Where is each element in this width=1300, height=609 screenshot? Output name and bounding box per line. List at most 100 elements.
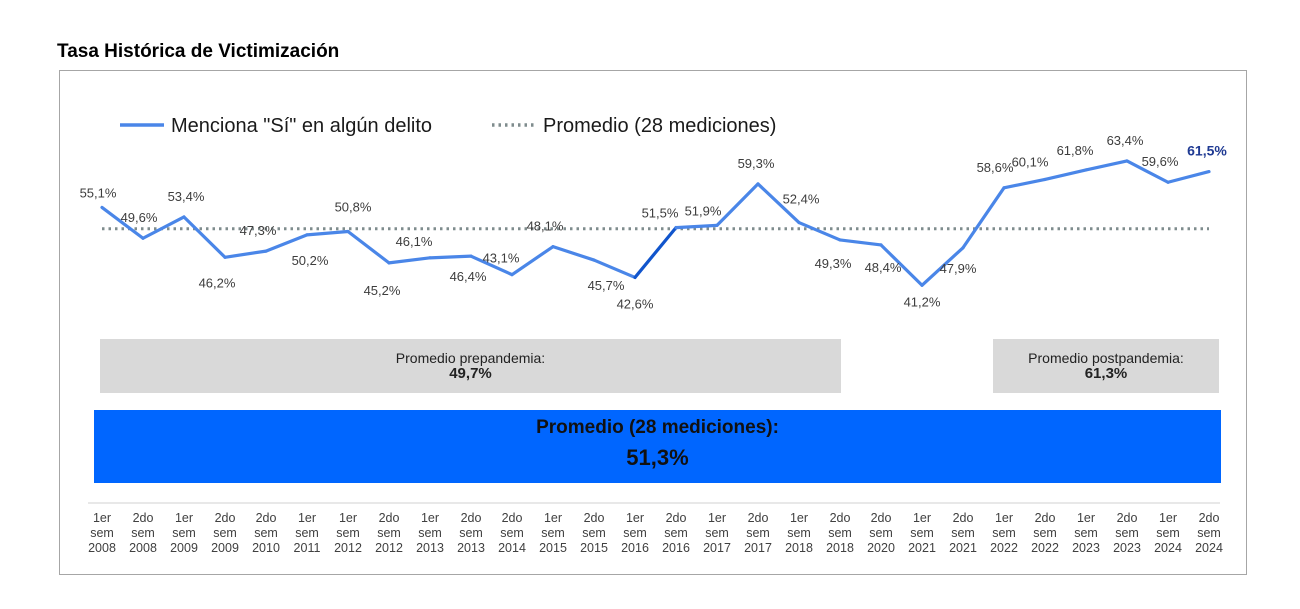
series-segment <box>1043 168 1088 182</box>
data-label: 58,6% <box>977 160 1014 175</box>
chart-title: Tasa Histórica de Victimización <box>57 41 340 62</box>
data-label: 46,2% <box>199 275 236 290</box>
data-label: 59,3% <box>738 156 775 171</box>
x-tick-label: 1er sem 2013 <box>416 511 444 555</box>
x-tick-label: 1er sem 2017 <box>703 511 731 555</box>
x-tick-label: 1er sem 2008 <box>88 511 116 555</box>
series-segment <box>756 182 801 225</box>
x-tick-label: 1er sem 2011 <box>294 511 321 555</box>
overall-average-label: Promedio (28 mediciones): <box>536 417 779 438</box>
x-tick-label: 1er sem 2021 <box>908 511 936 555</box>
data-label: 47,9% <box>940 261 977 276</box>
x-tick-label: 1er sem 2012 <box>334 511 362 555</box>
data-label: 60,1% <box>1012 154 1049 169</box>
chart-marks: 55,1% 49,6% 53,4% 46,2% 47,3% 50,2% 50,8% 45,2%… <box>80 133 1228 311</box>
chart-plot: Menciona "Sí" en algún delito Promedio (… <box>80 115 1228 555</box>
prepandemic-value: 49,7% <box>449 365 492 382</box>
series-segment <box>264 233 309 253</box>
x-tick-label: 2do sem 2017 <box>744 511 772 555</box>
x-tick-label: 2do sem 2014 <box>498 511 526 555</box>
series-segment <box>1002 177 1047 190</box>
series-segment <box>592 258 637 280</box>
data-label: 50,8% <box>335 200 372 215</box>
series-segment <box>715 182 760 227</box>
postpandemic-box <box>993 339 1219 393</box>
legend-avg-label: Promedio (28 mediciones) <box>543 115 776 137</box>
series-segment <box>674 223 719 230</box>
data-label: 48,4% <box>865 260 902 275</box>
series-segment <box>879 243 924 287</box>
x-tick-label: 1er sem 2018 <box>785 511 813 555</box>
x-tick-label: 1er sem 2016 <box>621 511 649 555</box>
legend: Menciona "Sí" en algún delito Promedio (… <box>120 115 776 137</box>
series-segment <box>469 254 514 277</box>
series-segment <box>223 249 268 259</box>
x-tick-label: 2do sem 2022 <box>1031 511 1059 555</box>
prepandemic-label: Promedio prepandemia: <box>395 350 546 366</box>
data-label: 49,3% <box>815 256 852 271</box>
x-tick-label: 1er sem 2015 <box>539 511 567 555</box>
series-segment <box>633 226 678 280</box>
postpandemic-value: 61,3% <box>1084 365 1128 382</box>
data-label: 51,9% <box>685 203 722 218</box>
legend-series-label: Menciona "Sí" en algún delito <box>171 115 432 137</box>
series-segment <box>838 238 883 247</box>
x-tick-label: 1er sem 2023 <box>1072 511 1100 555</box>
data-label: 61,5% <box>1187 143 1227 159</box>
series-segment <box>428 254 473 260</box>
data-label: 41,2% <box>904 294 941 309</box>
overall-average-value: 51,3% <box>626 445 689 470</box>
series-segment <box>141 215 186 240</box>
series-segment <box>1166 169 1211 184</box>
data-label: 59,6% <box>1142 154 1179 169</box>
data-label: 45,7% <box>588 278 625 293</box>
x-tick-label: 1er sem 2009 <box>170 511 198 555</box>
x-tick-label: 1er sem 2024 <box>1154 511 1182 555</box>
series-segment <box>920 246 965 287</box>
postpandemic-label: Promedio postpandemia: <box>1028 350 1184 366</box>
chart-frame: Menciona "Sí" en algún delito Promedio (… <box>59 70 1247 575</box>
x-tick-label: 2do sem 2012 <box>375 511 403 555</box>
data-label: 52,4% <box>783 192 820 207</box>
data-label: 61,8% <box>1057 143 1094 158</box>
x-tick-label: 2do sem 2008 <box>129 511 157 555</box>
data-label: 42,6% <box>617 296 654 311</box>
data-label: 46,1% <box>396 234 433 249</box>
series-segment <box>961 186 1006 250</box>
data-label: 51,5% <box>642 206 679 221</box>
x-tick-label: 2do sem 2016 <box>662 511 690 555</box>
x-tick-label: 2do sem 2021 <box>949 511 977 555</box>
data-label: 47,3% <box>240 223 277 238</box>
series-segment <box>551 245 596 262</box>
overall-average-box <box>94 410 1221 483</box>
series-segment <box>305 229 350 237</box>
data-label: 63,4% <box>1107 133 1144 148</box>
overall-average-text: Promedio (28 mediciones): 51,3% <box>94 416 1221 476</box>
data-label: 49,6% <box>121 210 158 225</box>
prepandemic-box-text: Promedio prepandemia: 49,7% <box>100 350 841 382</box>
series-segment <box>797 220 842 242</box>
postpandemic-box-text: Promedio postpandemia: 61,3% <box>993 350 1219 382</box>
x-tick-label: 2do sem 2018 <box>826 511 854 555</box>
data-label: 50,2% <box>292 253 329 268</box>
x-tick-label: 2do sem 2024 <box>1195 511 1223 555</box>
series-segment <box>182 215 227 259</box>
x-tick-label: 2do sem 2013 <box>457 511 485 555</box>
x-tick-label: 1er sem 2022 <box>990 511 1018 555</box>
x-tick-label: 2do sem 2015 <box>580 511 608 555</box>
series-segment <box>1084 159 1129 172</box>
x-axis-ticks: 1er sem 2008 2do sem 2008 1er sem 2009 2do sem 2009… <box>88 511 1223 555</box>
data-label: 46,4% <box>450 269 487 284</box>
data-label: 45,2% <box>364 283 401 298</box>
series-segment <box>510 245 555 277</box>
series-segment <box>1125 159 1170 184</box>
x-tick-label: 2do sem 2020 <box>867 511 895 555</box>
data-label: 55,1% <box>80 185 117 200</box>
series-segment <box>346 229 391 265</box>
x-tick-label: 2do sem 2009 <box>211 511 239 555</box>
data-label: 48,1% <box>527 219 564 234</box>
prepandemic-box <box>100 339 841 393</box>
series-segment <box>387 256 432 265</box>
data-label: 43,1% <box>483 251 520 266</box>
x-tick-label: 2do sem 2023 <box>1113 511 1141 555</box>
